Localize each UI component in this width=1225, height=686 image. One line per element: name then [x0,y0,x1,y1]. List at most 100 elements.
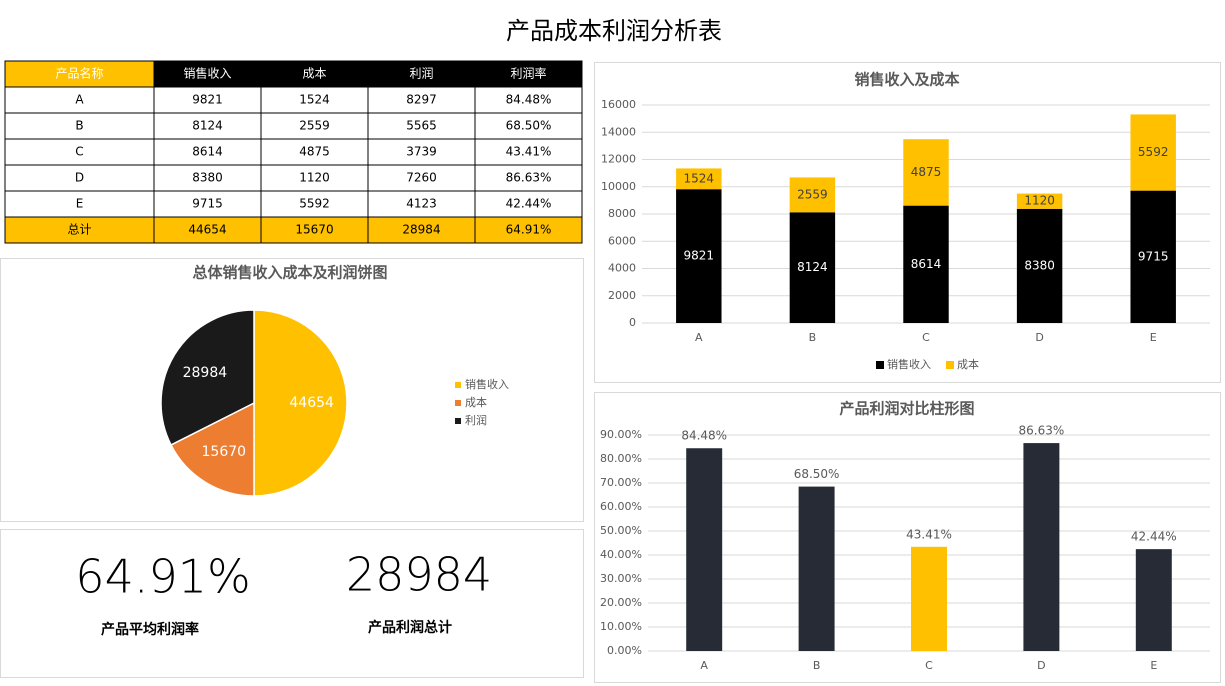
y-tick-label: 6000 [608,234,636,247]
bar-segment [903,205,949,323]
table-cell-text: 68.50% [506,119,552,133]
y-tick-label: 4000 [608,262,636,275]
x-tick-label: C [925,659,933,672]
pie-slice [170,401,255,497]
bar-segment [789,212,836,323]
y-tick-label: 40.00% [600,548,642,561]
bar [911,546,947,651]
x-tick-label: C [922,331,930,344]
table-cell-text: 8297 [406,93,437,107]
bar-segment [1130,114,1176,191]
table-cell-text: D [75,171,84,185]
table-cell-text: 44654 [188,223,226,237]
table-cell [474,216,583,244]
bar [1135,549,1172,651]
table-cell-text: A [75,93,84,107]
table-cell [367,138,476,166]
data-label: 4875 [911,165,942,179]
page-title: 产品成本利润分析表 [506,17,722,45]
bar-segment [903,139,949,206]
x-tick-label: E [1150,331,1157,344]
table-cell [153,60,262,88]
table-cell-text: 3739 [406,145,437,159]
data-label: 2559 [797,187,828,201]
y-tick-label: 0 [629,316,636,329]
data-label: 5592 [1138,145,1169,159]
table-cell-text: 42.44% [506,197,552,211]
legend-swatch [455,382,461,388]
table-cell [4,86,155,114]
data-label: 8124 [797,260,828,274]
y-tick-label: 70.00% [600,476,642,489]
y-tick-label: 0.00% [607,644,642,657]
table-cell [367,60,476,88]
table-cell [367,112,476,140]
table-cell-text: 28984 [402,223,440,237]
data-label: 9715 [1138,249,1169,263]
table-cell-text: 64.91% [506,223,552,237]
legend-swatch [946,361,954,369]
data-label: 84.48% [681,429,727,443]
legend-swatch [455,418,461,424]
table-cell [260,112,369,140]
table-cell-text: 8124 [192,119,223,133]
table-header: 成本 [302,67,326,81]
chart-title: 总体销售收入成本及利润饼图 [192,264,387,282]
table-cell [474,164,583,192]
bar-segment [789,177,836,213]
y-tick-label: 90.00% [600,428,642,441]
y-tick-label: 50.00% [600,524,642,537]
bar-segment [1130,190,1176,323]
kpi-label: 产品平均利润率 [101,621,199,638]
table-cell [367,216,476,244]
table-cell-text: 1524 [299,93,330,107]
x-tick-label: B [809,331,817,344]
table-cell [153,112,262,140]
data-label: 1524 [684,171,715,185]
data-label: 8614 [911,257,942,271]
table-cell [153,138,262,166]
table-cell-text: B [75,119,83,133]
y-tick-label: 80.00% [600,452,642,465]
data-label: 15670 [202,444,247,460]
bar-segment [676,168,722,190]
kpi-panel [0,529,584,678]
bar [686,448,723,651]
kpi-value: 28984 [346,548,492,602]
y-tick-label: 20.00% [600,596,642,609]
kpi-label: 产品利润总计 [368,619,452,636]
bar-segment [1016,193,1063,209]
table-cell [4,216,155,244]
y-tick-label: 12000 [601,153,636,166]
bar-segment [1016,208,1063,323]
table-cell [367,164,476,192]
table-cell [260,138,369,166]
y-tick-label: 10000 [601,180,636,193]
table-cell [474,112,583,140]
table-cell-text: 2559 [299,119,330,133]
table-cell-text: 1120 [299,171,330,185]
y-tick-label: 8000 [608,207,636,220]
chart-title: 销售收入及成本 [854,71,959,89]
data-label: 28984 [183,365,228,381]
kpi-value: 64.91% [75,550,250,604]
table-header: 利润 [409,67,433,81]
table-cell [4,138,155,166]
table-cell-text: 9821 [192,93,223,107]
y-tick-label: 2000 [608,289,636,302]
bar [1023,443,1060,651]
table-cell-text: 15670 [295,223,333,237]
table-cell-text: 8614 [192,145,223,159]
table-cell-text: 5565 [406,119,437,133]
table-cell-text: C [75,145,83,159]
table-cell-text: 9715 [192,197,223,211]
y-tick-label: 10.00% [600,620,642,633]
table-cell [260,216,369,244]
table-cell-text: 86.63% [506,171,552,185]
bar [798,486,835,651]
y-tick-label: 30.00% [600,572,642,585]
table-cell [153,190,262,218]
x-tick-label: D [1035,331,1043,344]
data-label: 42.44% [1131,530,1177,544]
